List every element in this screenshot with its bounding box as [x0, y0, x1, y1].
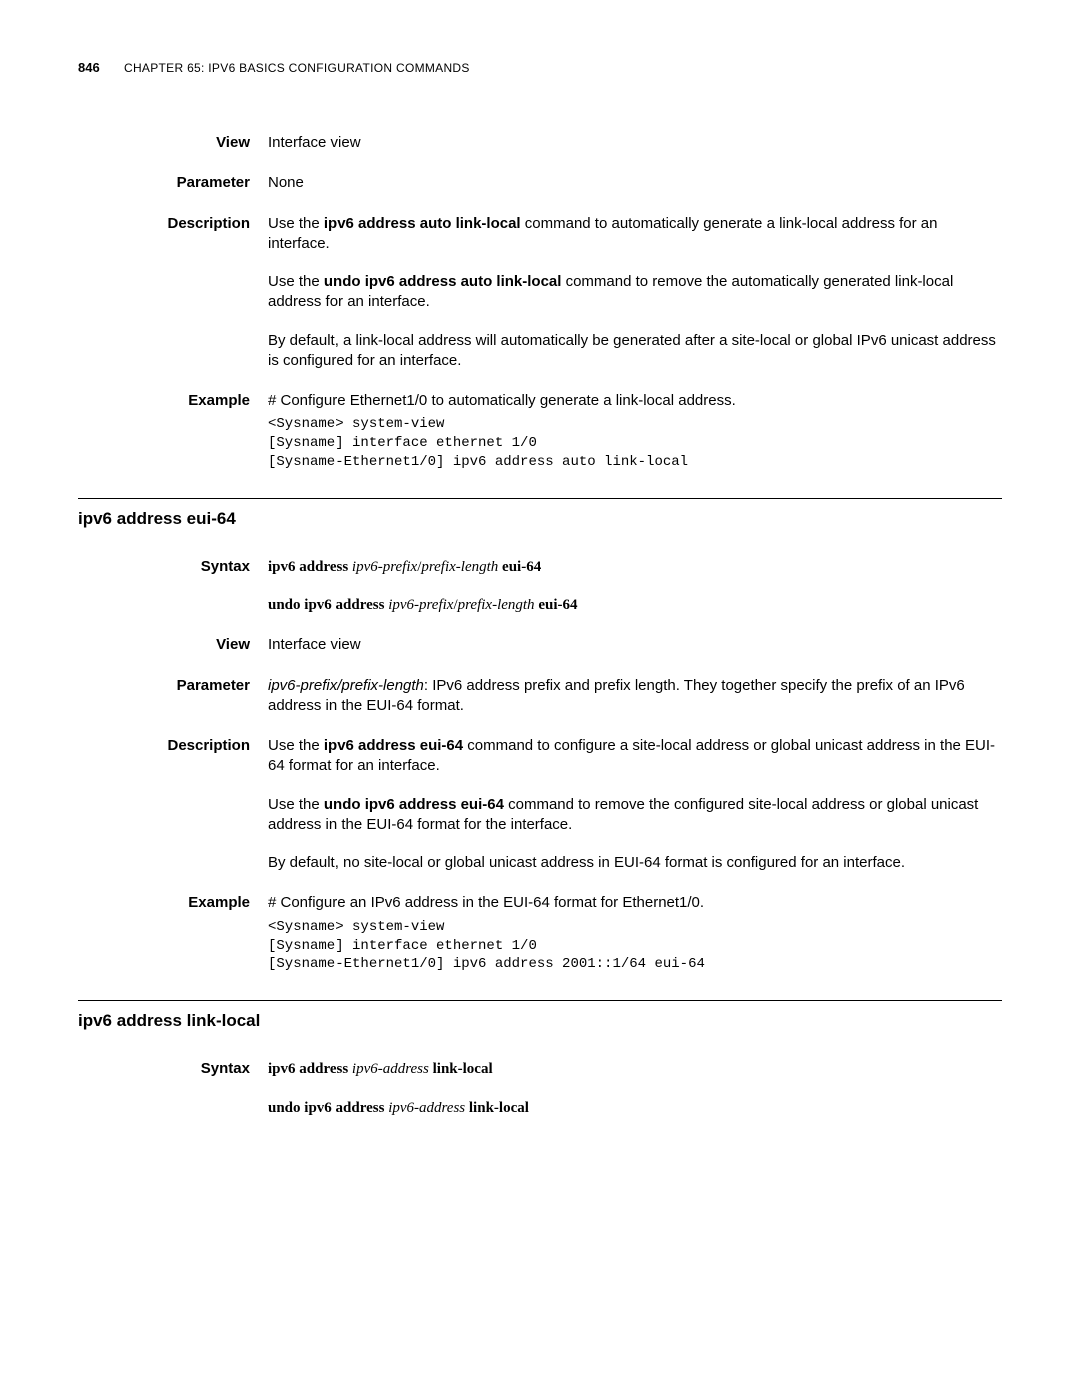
label-parameter-2: Parameter [78, 676, 268, 717]
page-root: 846 CHAPTER 65: IPV6 BASICS CONFIGURATIO… [0, 0, 1080, 1198]
row-parameter-2: Parameter ipv6-prefix/prefix-length: IPv… [78, 676, 1002, 717]
content-parameter-2: ipv6-prefix/prefix-length: IPv6 address … [268, 676, 1002, 717]
content-view: Interface view [268, 133, 1002, 153]
row-example-2: Example # Configure an IPv6 address in t… [78, 893, 1002, 974]
label-description-2: Description [78, 736, 268, 873]
desc-p2: Use the undo ipv6 address auto link-loca… [268, 272, 1002, 313]
content-syntax: ipv6 address ipv6-prefix/prefix-length e… [268, 557, 1002, 616]
label-syntax: Syntax [78, 557, 268, 616]
section-auto-link-local: View Interface view Parameter None Descr… [78, 133, 1002, 472]
page-number: 846 [78, 60, 106, 75]
content-parameter: None [268, 173, 1002, 193]
section-divider [78, 498, 1002, 499]
desc-p1: Use the ipv6 address auto link-local com… [268, 214, 1002, 255]
syntax-line1: ipv6 address ipv6-prefix/prefix-length e… [268, 557, 1002, 577]
example2-intro: # Configure an IPv6 address in the EUI-6… [268, 894, 704, 911]
desc2-p3: By default, no site-local or global unic… [268, 853, 1002, 873]
page-header: 846 CHAPTER 65: IPV6 BASICS CONFIGURATIO… [78, 60, 1002, 75]
content-description: Use the ipv6 address auto link-local com… [268, 214, 1002, 372]
row-view: View Interface view [78, 133, 1002, 153]
content-syntax-3: ipv6 address ipv6-address link-local und… [268, 1059, 1002, 1118]
row-syntax: Syntax ipv6 address ipv6-prefix/prefix-l… [78, 557, 1002, 616]
label-view-2: View [78, 635, 268, 655]
label-example: Example [78, 391, 268, 472]
example2-code: <Sysname> system-view [Sysname] interfac… [268, 918, 1002, 975]
row-description: Description Use the ipv6 address auto li… [78, 214, 1002, 372]
syntax3-line1: ipv6 address ipv6-address link-local [268, 1059, 1002, 1079]
desc2-p1: Use the ipv6 address eui-64 command to c… [268, 736, 1002, 777]
chapter-title: CHAPTER 65: IPV6 BASICS CONFIGURATION CO… [124, 61, 470, 75]
row-parameter: Parameter None [78, 173, 1002, 193]
label-view: View [78, 133, 268, 153]
section-title-eui64: ipv6 address eui-64 [78, 509, 1002, 529]
desc-p3: By default, a link-local address will au… [268, 331, 1002, 372]
content-description-2: Use the ipv6 address eui-64 command to c… [268, 736, 1002, 873]
section-title-linklocal: ipv6 address link-local [78, 1011, 1002, 1031]
section-divider-2 [78, 1000, 1002, 1001]
row-syntax-3: Syntax ipv6 address ipv6-address link-lo… [78, 1059, 1002, 1118]
row-example: Example # Configure Ethernet1/0 to autom… [78, 391, 1002, 472]
example-intro: # Configure Ethernet1/0 to automatically… [268, 392, 736, 409]
content-example: # Configure Ethernet1/0 to automatically… [268, 391, 1002, 472]
example-code: <Sysname> system-view [Sysname] interfac… [268, 415, 1002, 472]
label-syntax-3: Syntax [78, 1059, 268, 1118]
label-example-2: Example [78, 893, 268, 974]
row-description-2: Description Use the ipv6 address eui-64 … [78, 736, 1002, 873]
row-view-2: View Interface view [78, 635, 1002, 655]
syntax-line2: undo ipv6 address ipv6-prefix/prefix-len… [268, 595, 1002, 615]
content-example-2: # Configure an IPv6 address in the EUI-6… [268, 893, 1002, 974]
label-description: Description [78, 214, 268, 372]
desc2-p2: Use the undo ipv6 address eui-64 command… [268, 795, 1002, 836]
section-linklocal: Syntax ipv6 address ipv6-address link-lo… [78, 1059, 1002, 1118]
syntax3-line2: undo ipv6 address ipv6-address link-loca… [268, 1098, 1002, 1118]
content-view-2: Interface view [268, 635, 1002, 655]
section-eui64: Syntax ipv6 address ipv6-prefix/prefix-l… [78, 557, 1002, 974]
label-parameter: Parameter [78, 173, 268, 193]
